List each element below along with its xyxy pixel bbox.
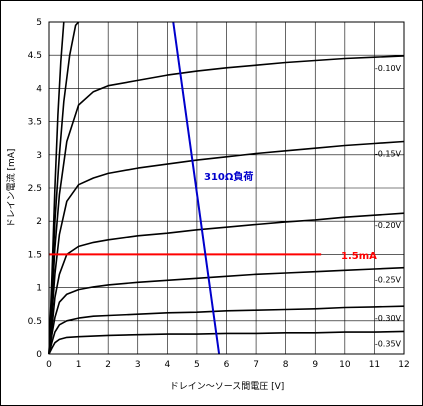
x-tick-label: 10 [339,360,351,370]
y-tick-label: 2 [36,217,42,227]
y-tick-label: 0 [36,350,42,360]
y-tick-label: 3.5 [28,118,42,128]
x-tick-label: 8 [283,360,289,370]
curve-line [48,21,80,355]
load-line-label: 310Ω負荷 [204,170,253,183]
x-tick-label: 11 [369,360,380,370]
y-tick-label: 4 [36,84,42,94]
curve-line [48,266,405,355]
x-tick-labels: 0 1 2 3 4 5 6 7 8 9 10 11 12 [46,360,410,370]
load-line-310ohm [172,21,221,355]
x-tick-label: 2 [105,360,111,370]
curve-label: -0.35V [375,339,402,348]
grid [49,22,404,354]
x-tick-label: 0 [46,360,52,370]
y-axis-label: ドレイン電流 [mA] [5,149,17,228]
plot-area-border [48,21,405,355]
x-tick-label: 9 [312,360,318,370]
curve-label: -0.20V [375,221,402,230]
curve-line [48,55,405,355]
curve-line [48,212,405,355]
curve-line [48,330,405,355]
x-tick-label: 12 [398,360,409,370]
curve-label: -0.15V [375,150,402,159]
x-tick-label: 1 [76,360,82,370]
y-tick-label: 1 [36,284,42,294]
y-tick-labels: 0 0.5 1 1.5 2 2.5 3 3.5 4 4.5 5 [28,18,43,360]
curves [48,21,405,355]
curve-labels: -0.10V -0.15V -0.20V -0.25V -0.30V -0.35V [375,64,402,349]
y-tick-label: 4.5 [28,51,42,61]
x-tick-label: 5 [194,360,200,370]
curve-label: -0.30V [375,314,402,323]
y-tick-label: 2.5 [28,184,42,194]
y-tick-label: 3 [36,151,42,161]
x-tick-label: 3 [135,360,141,370]
curve-line [48,305,405,355]
x-tick-label: 6 [224,360,230,370]
y-tick-label: 1.5 [28,250,42,260]
curve-line [48,140,405,355]
curve-label: -0.25V [375,276,402,285]
x-axis-label: ドレイン～ソース間電圧 [V] [170,381,285,392]
curve-label: -0.10V [375,64,402,73]
x-tick-label: 7 [253,360,259,370]
x-tick-label: 4 [164,360,170,370]
current-line-label: 1.5mA [341,251,377,262]
load-line [172,21,221,355]
y-tick-label: 0.5 [28,317,42,327]
y-tick-label: 5 [36,18,42,28]
